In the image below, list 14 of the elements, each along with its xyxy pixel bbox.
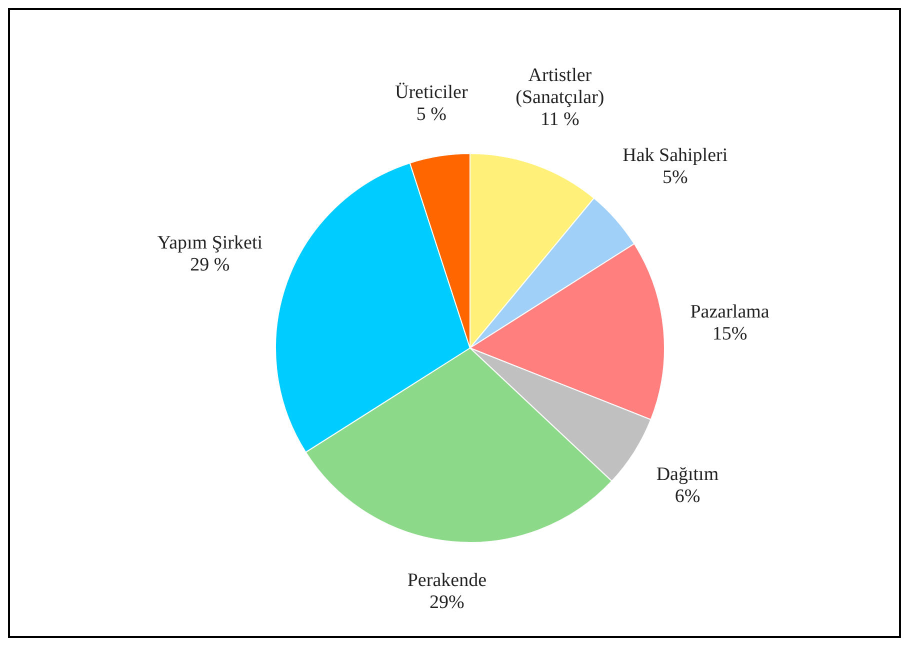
data-label: 6% <box>674 486 700 507</box>
slice-label: Yapım Şirketi <box>157 232 263 254</box>
slice-label: Hak Sahipleri <box>622 145 728 166</box>
slice-label: Artistler (Sanatçılar) <box>516 65 604 108</box>
data-label: 5% <box>662 167 688 188</box>
data-label: 29 % <box>190 254 230 276</box>
data-label: 15% <box>712 323 748 344</box>
slice-label: Perakende <box>407 570 486 592</box>
slice-label: Üreticiler <box>394 82 468 104</box>
slice-label: Pazarlama <box>690 301 770 322</box>
data-label: 5 % <box>416 104 447 126</box>
slice-label: Dağıtım <box>656 464 719 485</box>
data-label: 11 % <box>540 109 580 130</box>
data-label: 29% <box>430 592 465 614</box>
